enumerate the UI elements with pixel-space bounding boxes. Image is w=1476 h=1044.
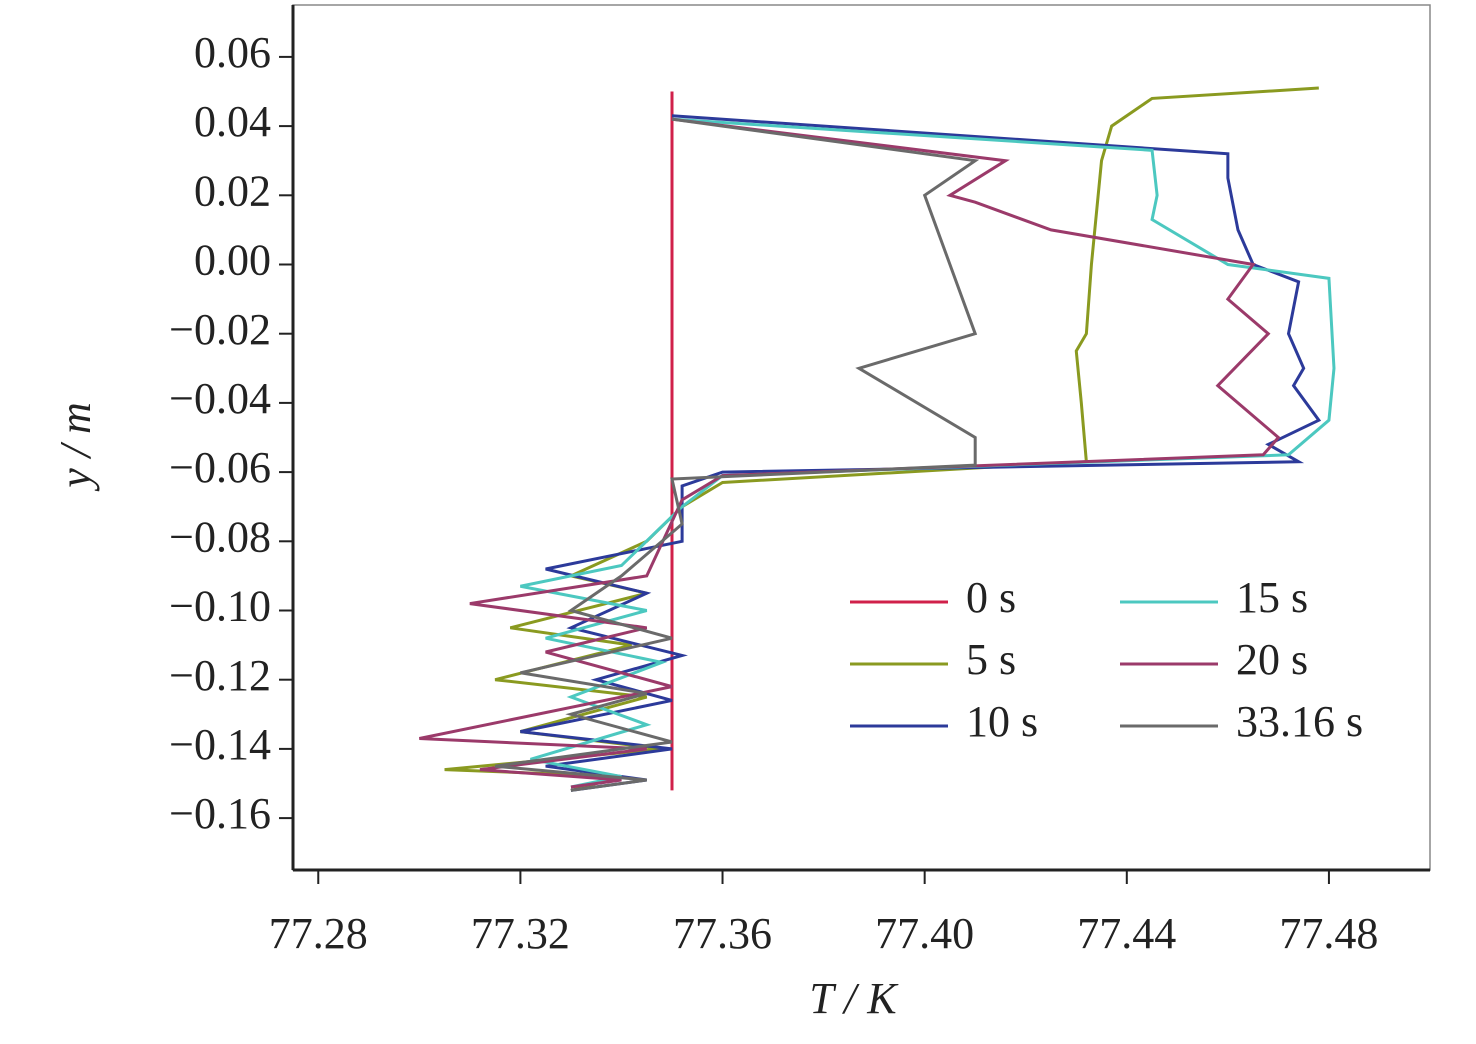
series-line xyxy=(520,117,1336,789)
x-axis-label: T / K xyxy=(809,974,899,1023)
series-line xyxy=(520,114,1322,792)
legend-label: 10 s xyxy=(966,697,1038,746)
y-axis-label: y / m xyxy=(51,402,100,492)
y-tick-label: −0.06 xyxy=(169,443,271,492)
y-tick-label: −0.04 xyxy=(169,374,271,423)
legend-label: 33.16 s xyxy=(1236,697,1363,746)
y-tick-label: 0.06 xyxy=(194,28,271,77)
x-tick-label: 77.44 xyxy=(1077,909,1176,958)
series-line xyxy=(444,86,1319,792)
y-tick-label: −0.14 xyxy=(169,720,271,769)
y-tick-label: 0.02 xyxy=(194,166,271,215)
x-tick-label: 77.32 xyxy=(471,909,570,958)
x-tick-label: 77.48 xyxy=(1279,909,1378,958)
legend-label: 5 s xyxy=(966,635,1016,684)
y-tick-label: −0.02 xyxy=(169,305,271,354)
x-tick-label: 77.40 xyxy=(875,909,974,958)
x-tick-label: 77.28 xyxy=(269,909,368,958)
legend-label: 15 s xyxy=(1236,573,1308,622)
y-tick-label: −0.10 xyxy=(169,582,271,631)
y-tick-label: 0.00 xyxy=(194,236,271,285)
legend-label: 20 s xyxy=(1236,635,1308,684)
y-tick-label: −0.12 xyxy=(169,651,271,700)
y-tick-label: −0.16 xyxy=(169,789,271,838)
legend-label: 0 s xyxy=(966,573,1016,622)
y-tick-label: −0.08 xyxy=(169,512,271,561)
x-tick-label: 77.36 xyxy=(673,909,772,958)
series-line xyxy=(494,117,980,792)
y-tick-label: 0.04 xyxy=(194,97,271,146)
